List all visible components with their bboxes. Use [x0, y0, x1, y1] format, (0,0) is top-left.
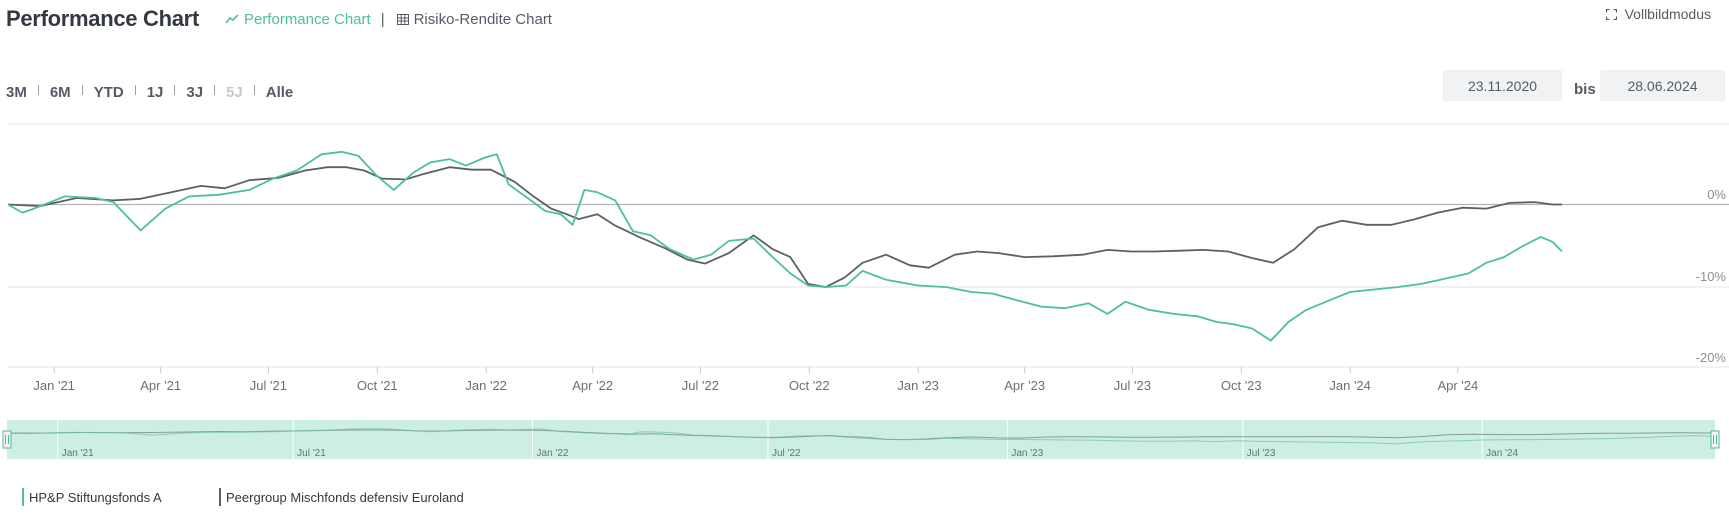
navigator-selection[interactable] — [7, 420, 1715, 459]
navigator-fund-line — [6, 428, 1716, 445]
navigator-right-handle[interactable] — [1710, 430, 1720, 449]
legend-item-peergroup[interactable]: Peergroup Mischfonds defensiv Euroland — [219, 488, 464, 506]
tab-performance-chart[interactable]: Performance Chart — [225, 11, 371, 28]
range-divider — [214, 84, 216, 95]
range-divider — [37, 84, 39, 95]
date-from-input[interactable]: 23.11.2020 — [1443, 70, 1562, 101]
range-3m[interactable]: 3M — [6, 84, 27, 101]
navigator-tick-label: Jan '23 — [1011, 448, 1043, 459]
navigator-tick-label: Jul '23 — [1247, 448, 1276, 459]
x-tick-label: Jan '22 — [465, 378, 507, 393]
x-tick-label: Oct '23 — [1221, 378, 1262, 393]
legend-swatch — [219, 488, 221, 506]
legend-item-fund[interactable]: HP&P Stiftungsfonds A — [22, 488, 162, 506]
navigator-tick-label: Jul '21 — [297, 448, 326, 459]
x-tick-label: Jul '22 — [682, 378, 719, 393]
range-1j[interactable]: 1J — [146, 84, 164, 101]
date-to-input[interactable]: 28.06.2024 — [1600, 70, 1725, 101]
x-tick-label: Jan '23 — [897, 378, 939, 393]
x-tick-label: Apr '21 — [140, 378, 181, 393]
tab-risk-label: Risiko-Rendite Chart — [413, 10, 552, 28]
y-tick-label: 0% — [1707, 187, 1726, 202]
navigator-tick-label: Jan '21 — [62, 448, 94, 459]
navigator-tick-label: Jul '22 — [772, 448, 801, 459]
navigator-tick-label: Jan '22 — [537, 448, 569, 459]
range-alle[interactable]: Alle — [265, 84, 294, 101]
range-divider — [81, 84, 83, 95]
legend-label: HP&P Stiftungsfonds A — [29, 489, 162, 505]
expand-icon — [1605, 8, 1617, 20]
chart-header: Performance Chart Performance Chart | Ri… — [6, 4, 552, 34]
y-tick-label: -10% — [1696, 269, 1727, 284]
fund-series-line — [7, 150, 1563, 342]
x-tick-label: Oct '22 — [789, 378, 830, 393]
x-tick-label: Oct '21 — [357, 378, 398, 393]
range-ytd[interactable]: YTD — [93, 84, 124, 101]
x-tick-label: Jul '21 — [250, 378, 287, 393]
navigator-peergroup-line — [6, 429, 1715, 441]
range-divider — [134, 84, 136, 95]
x-tick-label: Apr '24 — [1437, 378, 1478, 393]
legend-label: Peergroup Mischfonds defensiv Euroland — [226, 489, 464, 505]
tab-risk-return-chart[interactable]: Risiko-Rendite Chart — [396, 10, 552, 28]
performance-chart: Jan '21 Apr '21 Jul '21 Oct '21 Jan '22 Apr '… — [2, 123, 1729, 459]
x-tick-label: Jul '23 — [1114, 378, 1151, 393]
fullscreen-button[interactable]: Vollbildmodus — [1605, 6, 1711, 22]
range-selector: 3M 6M YTD 1J 3J 5J Alle — [6, 84, 293, 101]
range-6m[interactable]: 6M — [49, 84, 71, 101]
tab-performance-label: Performance Chart — [243, 10, 371, 28]
peergroup-series-line — [7, 166, 1562, 289]
x-tick-label: Jan '21 — [33, 378, 75, 393]
range-divider — [174, 84, 176, 95]
x-tick-label: Jan '24 — [1329, 378, 1371, 393]
fullscreen-label: Vollbildmodus — [1624, 6, 1711, 22]
tab-separator: | — [380, 10, 385, 28]
x-tick-label: Apr '22 — [572, 378, 613, 393]
table-grid-icon — [396, 13, 409, 25]
navigator-left-handle[interactable] — [2, 430, 12, 449]
range-divider — [253, 84, 255, 95]
page-title: Performance Chart — [6, 6, 199, 31]
line-chart-icon — [225, 14, 239, 24]
navigator-tick-label: Jan '24 — [1486, 448, 1518, 459]
y-tick-label: -20% — [1696, 350, 1727, 365]
range-3j[interactable]: 3J — [186, 84, 204, 101]
date-separator: bis — [1574, 81, 1596, 98]
range-5j: 5J — [226, 84, 243, 101]
legend-swatch — [22, 488, 24, 506]
x-tick-label: Apr '23 — [1004, 378, 1045, 393]
